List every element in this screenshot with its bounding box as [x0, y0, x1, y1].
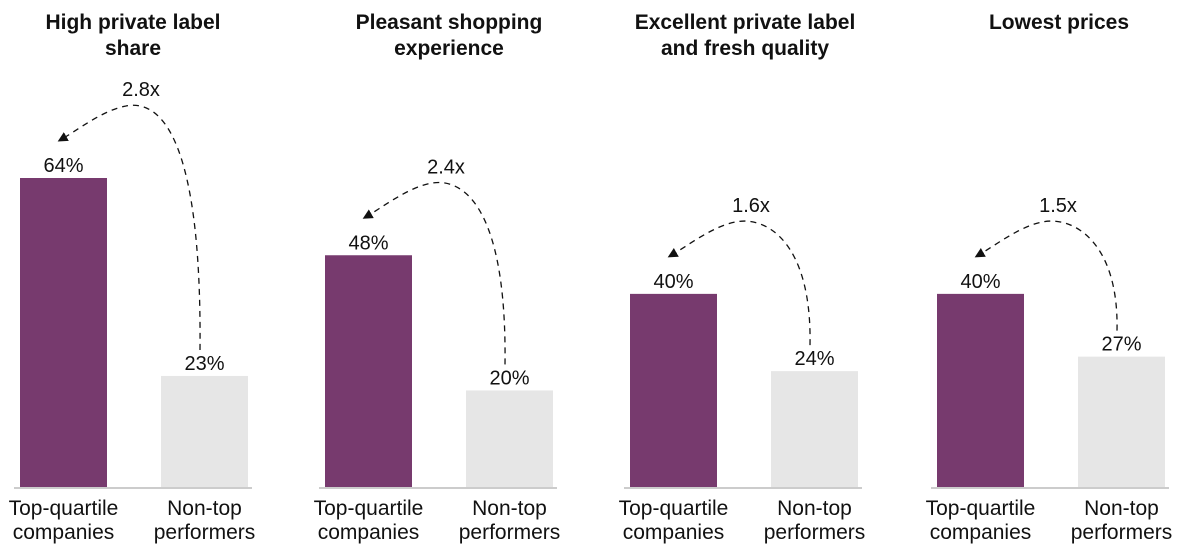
category-label: Non-top [472, 497, 547, 520]
category-label: companies [623, 521, 725, 544]
data-label: 40% [653, 271, 693, 293]
category-label: performers [1071, 521, 1173, 544]
category-label: Non-top [167, 497, 242, 520]
category-label: performers [764, 521, 866, 544]
ratio-arrow [667, 220, 811, 346]
multiplier-label: 1.6x [732, 195, 770, 217]
data-label: 24% [794, 348, 834, 370]
category-label: Non-top [777, 497, 852, 520]
chart-panel-3: Excellent private label and fresh quality… [619, 11, 866, 544]
bar-top-quartile [325, 255, 412, 487]
category-label: companies [930, 521, 1032, 544]
data-label: 64% [43, 155, 83, 177]
category-label: Top-quartile [314, 497, 424, 520]
multiplier-label: 1.5x [1039, 195, 1077, 217]
multiplier-label: 2.8x [122, 79, 160, 101]
multiplier-label: 2.4x [427, 156, 465, 178]
category-label: performers [154, 521, 256, 544]
data-label: 40% [960, 271, 1000, 293]
category-label: performers [459, 521, 561, 544]
chart-panel-4: Lowest prices 40% 27% Top-quartilecompanies… [926, 11, 1173, 544]
chart-title-line: Excellent private label [635, 11, 856, 34]
chart-panel-2: Pleasant shopping experience 48% 20% Top-qua… [314, 11, 561, 544]
chart-title-line: experience [394, 37, 504, 60]
chart-title-line: and fresh quality [661, 37, 829, 60]
chart-title-line: Pleasant shopping [356, 11, 543, 34]
category-label: companies [13, 521, 115, 544]
bar-top-quartile [20, 178, 107, 487]
ratio-arrow [974, 220, 1118, 331]
bar-non-top [466, 390, 553, 487]
chart-panel-1: High private label share 64% 23% Top-quartil… [9, 11, 256, 544]
data-label: 23% [184, 353, 224, 375]
chart-title-line: Lowest prices [989, 11, 1129, 34]
ratio-arrow [362, 181, 506, 365]
chart-title-line: High private label [45, 11, 220, 34]
data-label: 20% [489, 367, 529, 389]
category-label: Top-quartile [9, 497, 119, 520]
bar-top-quartile [937, 293, 1024, 487]
bar-non-top [161, 375, 248, 487]
bar-non-top [771, 371, 858, 487]
category-label: Non-top [1084, 497, 1159, 520]
category-label: Top-quartile [926, 497, 1036, 520]
data-label: 48% [348, 232, 388, 254]
category-label: companies [318, 521, 420, 544]
bar-non-top [1078, 356, 1165, 487]
chart-title-line: share [105, 37, 161, 60]
data-label: 27% [1101, 334, 1141, 356]
category-label: Top-quartile [619, 497, 729, 520]
bar-top-quartile [630, 293, 717, 487]
ratio-arrow [57, 104, 201, 350]
